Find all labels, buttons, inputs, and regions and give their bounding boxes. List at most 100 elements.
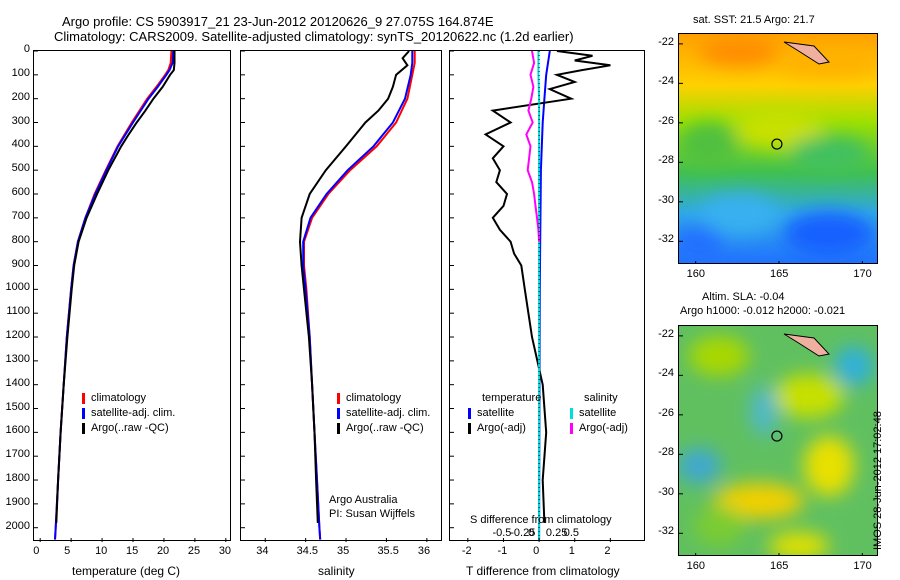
- sla-map-subtitle: Argo h1000: -0.012 h2000: -0.021: [680, 305, 846, 317]
- salinity-plot: [241, 50, 428, 542]
- legend-item-satellite: satellite-adj. clim.: [82, 406, 175, 421]
- temp-diff-tick-label: -2: [461, 545, 472, 557]
- depth-tick-label: 1600: [5, 424, 30, 437]
- temp-diff-tick-label: 0: [533, 545, 540, 557]
- depth-tick-label: 900: [11, 257, 30, 270]
- depth-tick-label: 800: [11, 233, 30, 246]
- land-shape: [783, 41, 830, 65]
- series-line-2: [298, 50, 410, 523]
- temperature-tick-label: 0: [33, 545, 40, 557]
- lat-tick-label: -22: [658, 327, 674, 340]
- depth-tick-label: 1400: [5, 376, 30, 389]
- lon-tick-label: 165: [770, 268, 789, 280]
- depth-tick-label: 2000: [5, 519, 30, 532]
- sla-map-panel: [678, 325, 878, 556]
- series-line-0: [54, 50, 173, 540]
- argo-location-marker: [771, 138, 783, 150]
- salinity-panel: climatology satellite-adj. clim. Argo(..…: [240, 50, 442, 542]
- s-difference-label: S difference from climatology: [470, 514, 612, 526]
- sal-diff-tick-label: 0.25: [545, 527, 568, 539]
- sla-map-title: Altim. SLA: -0.04: [702, 291, 785, 303]
- figure-subtitle: Climatology: CARS2009. Satellite-adjuste…: [54, 29, 574, 44]
- argo-location-marker: [771, 430, 783, 442]
- temperature-tick-label: 10: [95, 545, 108, 557]
- depth-tick-label: 1700: [5, 448, 30, 461]
- sal-diff-tick-label: 0: [528, 527, 535, 539]
- series-line-1: [54, 50, 175, 540]
- difference-series-1: [483, 50, 611, 523]
- legend-item-climatology: climatology: [337, 391, 430, 406]
- temp-diff-tick-label: -1: [497, 545, 508, 557]
- depth-tick-label: 0: [23, 43, 30, 55]
- temp-diff-tick-label: 1: [568, 545, 575, 557]
- sal-diff-tick-label: 0.5: [563, 527, 580, 539]
- pi-note: PI: Susan Wijffels: [329, 508, 415, 520]
- lon-tick-label: 170: [853, 560, 872, 572]
- legend-item-sal-satellite: satellite: [570, 406, 628, 421]
- depth-tick-label: 1200: [5, 329, 30, 342]
- imos-watermark: IMOS 28-Jun-2012 17:02:48: [872, 411, 884, 550]
- temperature-xlabel: temperature (deg C): [72, 564, 181, 578]
- lat-tick-label: -26: [658, 406, 674, 419]
- depth-tick-label: 300: [11, 114, 30, 127]
- temperature-tick-label: 30: [218, 545, 232, 557]
- depth-tick-label: 100: [11, 66, 30, 79]
- lat-tick-label: -28: [658, 446, 674, 459]
- lon-tick-label: 165: [770, 560, 789, 572]
- difference-panel: temperature satellite Argo(-adj) salinit…: [449, 50, 645, 542]
- legend-item-temp-argo: Argo(-adj): [468, 421, 541, 436]
- sla-map: [679, 326, 877, 555]
- difference-temperature-legend: temperature satellite Argo(-adj): [468, 391, 541, 436]
- sal-diff-tick-label: -0.5: [492, 527, 512, 539]
- depth-tick-label: 400: [11, 138, 30, 151]
- sal-diff-tick-label: -0.25: [510, 527, 536, 539]
- difference-plot: [450, 50, 611, 542]
- salinity-legend: climatology satellite-adj. clim. Argo(..…: [337, 391, 430, 436]
- lat-tick-label: -32: [658, 233, 674, 246]
- legend-item-temp-satellite: satellite: [468, 406, 541, 421]
- legend-item-argo: Argo(..raw -QC): [337, 421, 430, 436]
- lat-tick-label: -30: [658, 193, 674, 206]
- temperature-tick-label: 15: [126, 545, 139, 557]
- temperature-legend: climatology satellite-adj. clim. Argo(..…: [82, 391, 175, 436]
- depth-tick-label: 600: [11, 186, 30, 198]
- temperature-tick-label: 25: [187, 545, 201, 557]
- salinity-tick-label: 34: [256, 545, 269, 557]
- lat-tick-label: -30: [658, 485, 674, 498]
- legend-header-salinity: salinity: [584, 392, 618, 404]
- series-line-1: [302, 51, 414, 540]
- lon-tick-label: 160: [686, 560, 706, 572]
- legend-header-temperature: temperature: [482, 392, 542, 404]
- salinity-tick-label: 35.5: [377, 545, 399, 557]
- depth-tick-label: 1100: [6, 305, 30, 318]
- lat-tick-label: -22: [658, 35, 674, 48]
- temperature-panel: climatology satellite-adj. clim. Argo(..…: [33, 50, 231, 542]
- legend-item-climatology: climatology: [82, 391, 175, 406]
- argo-australia-note: Argo Australia: [329, 494, 398, 506]
- depth-tick-label: 1300: [5, 352, 30, 365]
- depth-tick-label: 200: [11, 90, 30, 103]
- difference-salinity-legend: salinity satellite Argo(-adj): [570, 391, 628, 436]
- salinity-tick-label: 34.5: [296, 545, 319, 557]
- difference-xlabel: T difference from climatology: [466, 564, 620, 578]
- legend-item-sal-argo: Argo(-adj): [570, 421, 628, 436]
- legend-item-argo: Argo(..raw -QC): [82, 421, 175, 436]
- difference-series-3: [525, 50, 541, 242]
- lat-tick-label: -28: [658, 154, 674, 167]
- series-line-0: [303, 51, 416, 540]
- difference-series-2: [537, 51, 541, 540]
- land-shape: [783, 333, 830, 357]
- lat-tick-label: -26: [658, 114, 674, 127]
- sst-map-panel: [678, 33, 878, 264]
- temperature-plot: [34, 50, 227, 542]
- depth-tick-label: 500: [11, 162, 30, 175]
- lat-tick-label: -24: [658, 367, 674, 380]
- depth-tick-label: 1900: [5, 495, 30, 508]
- salinity-xlabel: salinity: [318, 564, 355, 578]
- lon-tick-label: 160: [686, 268, 706, 280]
- lat-tick-label: -24: [658, 75, 674, 88]
- lon-tick-label: 170: [853, 268, 872, 280]
- depth-tick-label: 1800: [5, 472, 30, 485]
- legend-item-satellite: satellite-adj. clim.: [337, 406, 430, 421]
- depth-tick-label: 700: [11, 209, 30, 222]
